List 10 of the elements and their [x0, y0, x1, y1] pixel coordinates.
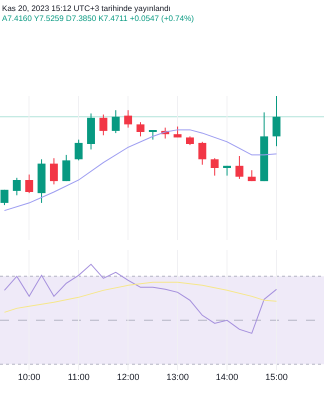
x-tick-label: 12:00: [116, 372, 140, 382]
chart-title: Kas 20, 2023 15:12 UTC+3 tarihinde yayınlandı: [2, 4, 171, 13]
x-tick-label: 13:00: [166, 372, 189, 382]
x-tick-label: 11:00: [68, 372, 90, 382]
x-tick-label: 15:00: [265, 372, 288, 382]
candlestick: [174, 126, 182, 138]
x-tick-label: 10:00: [18, 372, 40, 382]
x-tick-label: 14:00: [216, 372, 238, 382]
text: A7.4160 Y7.5259 D7.3850 K7.4711 +0.0547 (+0.74%): [2, 14, 194, 23]
candlestick: [124, 110, 132, 128]
